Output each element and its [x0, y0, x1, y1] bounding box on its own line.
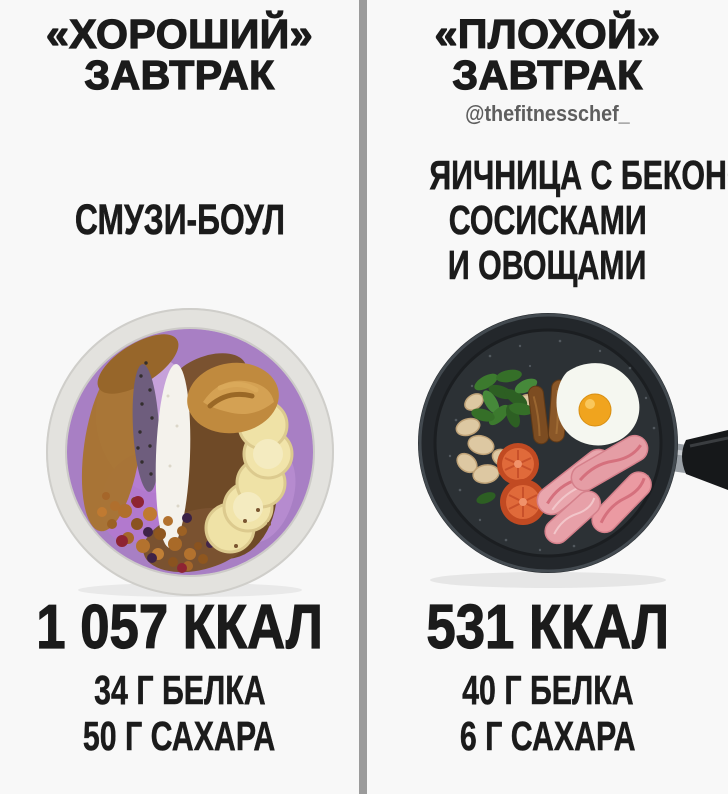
- bad-title-line2: ЗАВТРАК: [452, 52, 643, 98]
- center-divider: [359, 0, 367, 794]
- chia-strip: [132, 361, 160, 492]
- bad-meal-name: ЯИЧНИЦА С БЕКОНОМ, СОСИСКАМИ И ОВОЩАМИ: [367, 152, 728, 288]
- granola-cluster: [97, 492, 208, 571]
- bad-protein-text: 40 Г БЕЛКА: [461, 667, 634, 713]
- bad-sugar: 6 Г САХАРА: [367, 713, 728, 759]
- peanut-butter: [187, 362, 279, 434]
- bacon: [536, 434, 652, 545]
- good-meal-name: СМУЗИ-БОУЛ: [0, 196, 359, 244]
- bad-calories-text: 531 ККАЛ: [426, 593, 670, 662]
- bad-meal-line3: И ОВОЩАМИ: [448, 242, 647, 288]
- good-sugar: 50 Г САХАРА: [0, 713, 359, 759]
- bad-sugar-text: 6 Г САХАРА: [459, 713, 636, 759]
- bad-title-line1: «ПЛОХОЙ»: [434, 11, 661, 57]
- smoothie-bowl-photo: [40, 306, 340, 598]
- good-sugar-text: 50 Г САХАРА: [83, 713, 276, 759]
- frying-pan-photo: [390, 306, 728, 598]
- tomato-halves: [497, 443, 546, 525]
- bad-breakfast-panel: «ПЛОХОЙ» ЗАВТРАК @thefitnesschef_ ЯИЧНИЦ…: [367, 0, 728, 794]
- bad-calories: 531 ККАЛ: [367, 593, 728, 662]
- bad-meal-line1: ЯИЧНИЦА С БЕКОНОМ,: [429, 152, 728, 198]
- frying-pan-illustration: [418, 313, 728, 588]
- good-breakfast-panel: «ХОРОШИЙ» ЗАВТРАК СМУЗИ-БОУЛ: [0, 0, 359, 794]
- bad-breakfast-title: «ПЛОХОЙ» ЗАВТРАК: [367, 11, 728, 98]
- good-title-line2: ЗАВТРАК: [84, 52, 275, 98]
- spinach: [471, 369, 538, 504]
- good-breakfast-title: «ХОРОШИЙ» ЗАВТРАК: [0, 11, 359, 98]
- fried-egg: [556, 363, 640, 446]
- coconut-strip: [155, 364, 191, 548]
- good-title-line1: «ХОРОШИЙ»: [45, 11, 314, 57]
- pan-speckles: [448, 339, 656, 552]
- good-meal-name-text: СМУЗИ-БОУЛ: [74, 196, 285, 244]
- good-calories: 1 057 ККАЛ: [0, 593, 359, 662]
- good-calories-text: 1 057 ККАЛ: [36, 593, 324, 662]
- bad-protein: 40 Г БЕЛКА: [367, 667, 728, 713]
- smoothie-bowl-illustration: [46, 308, 334, 597]
- author-handle-text: @thefitnesschef_: [465, 101, 630, 126]
- bad-meal-line2: СОСИСКАМИ: [448, 197, 647, 243]
- good-protein-text: 34 Г БЕЛКА: [93, 667, 266, 713]
- good-protein: 34 Г БЕЛКА: [0, 667, 359, 713]
- author-handle: @thefitnesschef_: [367, 101, 728, 127]
